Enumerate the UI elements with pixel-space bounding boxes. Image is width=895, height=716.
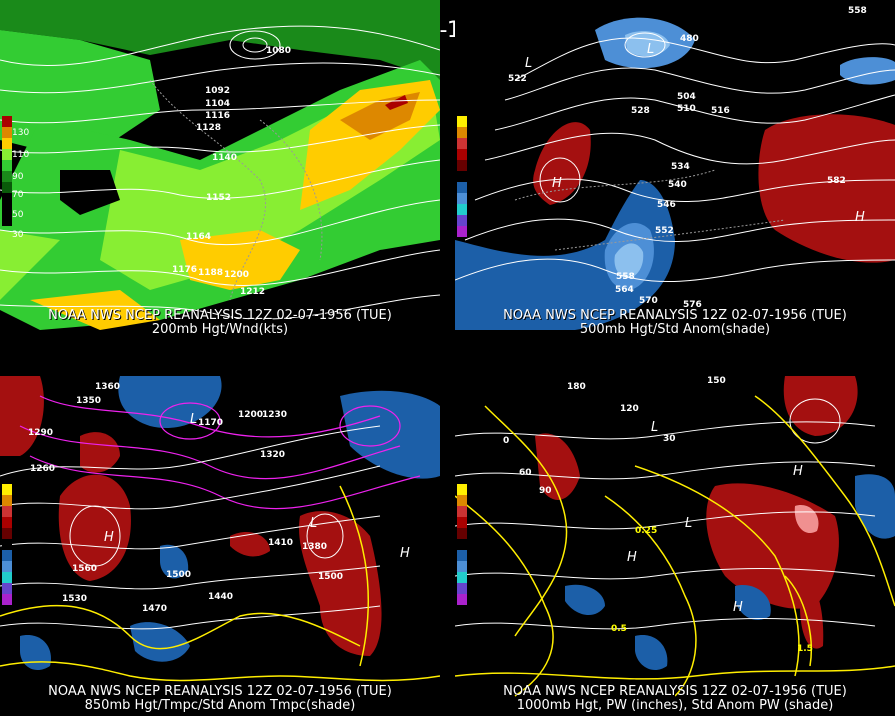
- contour-label: 0.5: [611, 624, 627, 634]
- high-pressure-marker: H: [552, 176, 562, 191]
- legend-tick: 110: [12, 150, 30, 160]
- contour-label: 90: [539, 486, 552, 496]
- contour-label: 516: [711, 106, 730, 116]
- legend-tick: 70: [12, 190, 24, 200]
- contour-label: 1200: [224, 270, 250, 280]
- contour-label: 60: [519, 468, 532, 478]
- panel-caption-line1: NOAA NWS NCEP REANALYSIS 12Z 02-07-1956 …: [48, 684, 392, 699]
- contour-label: 564: [615, 285, 634, 295]
- contour-label: 210: [563, 376, 582, 378]
- high-pressure-marker: H: [855, 210, 865, 225]
- contour-label: 1440: [208, 592, 234, 602]
- contour-label: 1500: [318, 572, 344, 582]
- contour-label: 1290: [28, 428, 54, 438]
- contour-label: 150: [707, 376, 726, 386]
- panel-850mb: 1360 1350 1290 1320 1260 1230 1200 1170 …: [0, 376, 440, 716]
- high-pressure-marker: H: [733, 600, 743, 615]
- contour-label: 528: [631, 106, 650, 116]
- high-pressure-marker: H: [793, 464, 803, 479]
- contour-label: 30: [663, 434, 676, 444]
- map-1000mb: [455, 376, 895, 716]
- contour-label: 1164: [186, 232, 212, 242]
- contour-label: 546: [657, 200, 676, 210]
- map-850mb: [0, 376, 440, 716]
- high-pressure-marker: H: [400, 546, 410, 561]
- panel-caption-line1: NOAA NWS NCEP REANALYSIS 12Z 02-07-1956 …: [503, 684, 847, 699]
- contour-label: 1212: [240, 287, 266, 297]
- low-pressure-marker: L: [525, 56, 533, 71]
- legend-tick: 90: [12, 172, 24, 182]
- panel-caption-line1: NOAA NWS NCEP REANALYSIS 12Z 02-07-1956 …: [503, 308, 847, 323]
- panel-caption-line2: 1000mb Hgt, PW (inches), Std Anom PW (sh…: [516, 698, 834, 713]
- contour-label: 510: [677, 104, 696, 114]
- contour-label: 0: [503, 436, 510, 446]
- legend-wind: [2, 116, 12, 226]
- low-pressure-marker: L: [651, 420, 659, 435]
- panel-200mb: 130 110 90 70 50 30 1080 1092 1104 1116 …: [0, 0, 440, 340]
- contour-label: 558: [616, 272, 635, 282]
- legend-anom: [457, 484, 467, 605]
- legend-tick: 30: [12, 230, 24, 240]
- contour-label: 1092: [205, 86, 231, 96]
- contour-label: 570: [639, 296, 658, 306]
- contour-label: 1176: [172, 265, 198, 275]
- contour-label: 1500: [166, 570, 192, 580]
- contour-label: 576: [683, 300, 702, 310]
- low-pressure-marker: L: [310, 516, 318, 531]
- contour-label: 1320: [260, 450, 286, 460]
- contour-label: 1350: [76, 396, 102, 406]
- contour-label: 1080: [266, 46, 292, 56]
- contour-label: 180: [567, 382, 586, 392]
- contour-label: 534: [671, 162, 690, 172]
- map-200mb: [0, 0, 440, 340]
- contour-label: 1470: [142, 604, 168, 614]
- panel-500mb: 522 528 534 540 546 552 558 564 570 576 …: [455, 0, 895, 340]
- contour-label: 480: [680, 34, 699, 44]
- map-500mb: [455, 0, 895, 340]
- contour-label: 540: [668, 180, 687, 190]
- high-pressure-marker: H: [104, 530, 114, 545]
- panel-caption-line2: 500mb Hgt/Std Anom(shade): [579, 322, 771, 337]
- contour-label: 552: [655, 226, 674, 236]
- panel-caption-line2: 850mb Hgt/Tmpc/Std Anom Tmpc(shade): [84, 698, 356, 713]
- low-pressure-marker: L: [190, 412, 198, 427]
- legend-tick: 50: [12, 210, 24, 220]
- contour-label: 1128: [196, 123, 222, 133]
- contour-label: 558: [848, 6, 867, 16]
- contour-label: 1410: [268, 538, 294, 548]
- contour-label: 1.5: [797, 644, 813, 654]
- contour-label: 1152: [206, 193, 232, 203]
- contour-label: 120: [620, 404, 639, 414]
- contour-label: 1140: [212, 153, 238, 163]
- legend-anom: [457, 116, 467, 237]
- contour-label: 1170: [198, 418, 224, 428]
- contour-label: 1200: [238, 410, 264, 420]
- low-pressure-marker: L: [647, 42, 655, 57]
- panel-caption-line1: NOAA NWS NCEP REANALYSIS 12Z 02-07-1956 …: [48, 308, 392, 323]
- contour-label: 504: [677, 92, 696, 102]
- contour-label: 1360: [95, 382, 121, 392]
- contour-label: 1560: [72, 564, 98, 574]
- contour-label: 1116: [205, 111, 231, 121]
- panel-caption-line2: 200mb Hgt/Wnd(kts): [151, 322, 289, 337]
- contour-label: 522: [508, 74, 527, 84]
- contour-label: 1260: [30, 464, 56, 474]
- legend-anom: [2, 484, 12, 605]
- contour-label: 1230: [262, 410, 288, 420]
- panel-1000mb: 210 180 150 120 90 60 30 0 0.25 0.5 1.5 …: [455, 376, 895, 716]
- contour-label: 1530: [62, 594, 88, 604]
- low-pressure-marker: L: [685, 516, 693, 531]
- contour-label: 0.25: [635, 526, 658, 536]
- contour-label: 1380: [302, 542, 328, 552]
- contour-label: 582: [827, 176, 846, 186]
- legend-tick: 130: [12, 128, 30, 138]
- high-pressure-marker: H: [627, 550, 637, 565]
- contour-label: 1104: [205, 99, 231, 109]
- contour-label: 1188: [198, 268, 224, 278]
